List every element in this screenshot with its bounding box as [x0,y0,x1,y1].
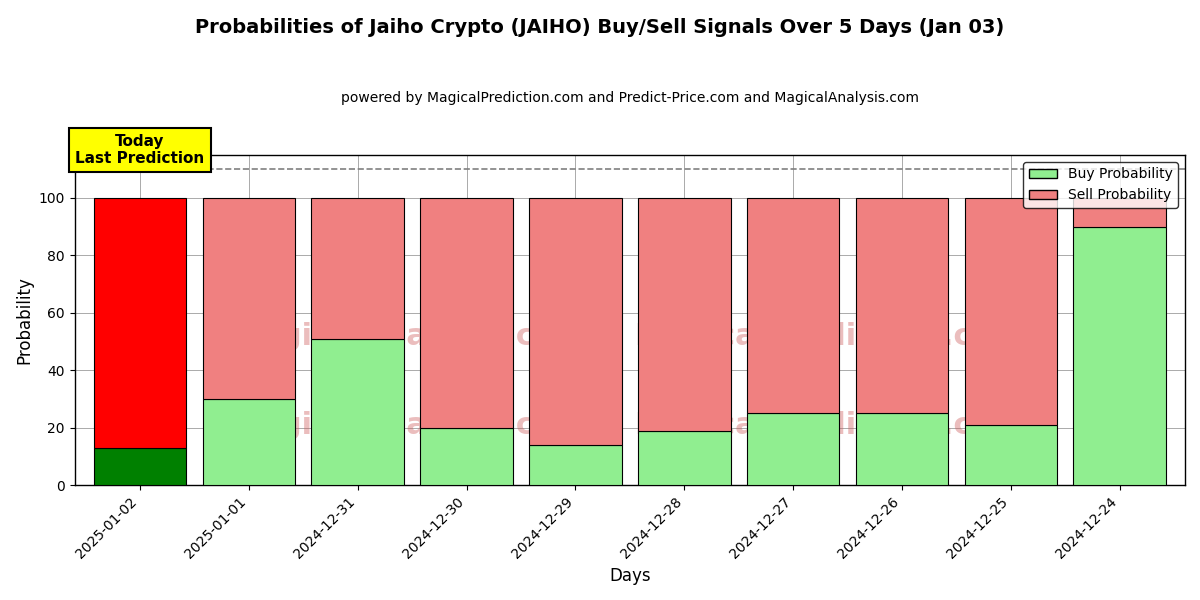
Bar [420,428,512,485]
Text: MagicalAnalysis.com: MagicalAnalysis.com [229,322,587,351]
Y-axis label: Probability: Probability [16,276,34,364]
Text: MagicalPrediction.com: MagicalPrediction.com [635,322,1025,351]
Bar [1074,198,1166,227]
Bar [638,431,731,485]
Bar [94,448,186,485]
Bar [638,198,731,431]
Bar [856,198,948,413]
Title: powered by MagicalPrediction.com and Predict-Price.com and MagicalAnalysis.com: powered by MagicalPrediction.com and Pre… [341,91,919,105]
Text: Today
Last Prediction: Today Last Prediction [76,134,204,166]
X-axis label: Days: Days [610,567,650,585]
Bar [203,399,295,485]
Bar [965,425,1057,485]
Bar [529,198,622,445]
Bar [965,198,1057,425]
Legend: Buy Probability, Sell Probability: Buy Probability, Sell Probability [1024,162,1178,208]
Bar [312,338,404,485]
Bar [312,198,404,338]
Bar [94,198,186,448]
Text: MagicalAnalysis.com: MagicalAnalysis.com [229,411,587,440]
Bar [420,198,512,428]
Bar [203,198,295,399]
Text: Probabilities of Jaiho Crypto (JAIHO) Buy/Sell Signals Over 5 Days (Jan 03): Probabilities of Jaiho Crypto (JAIHO) Bu… [196,18,1004,37]
Bar [746,198,839,413]
Bar [1074,227,1166,485]
Bar [856,413,948,485]
Bar [529,445,622,485]
Text: MagicalPrediction.com: MagicalPrediction.com [635,411,1025,440]
Bar [746,413,839,485]
